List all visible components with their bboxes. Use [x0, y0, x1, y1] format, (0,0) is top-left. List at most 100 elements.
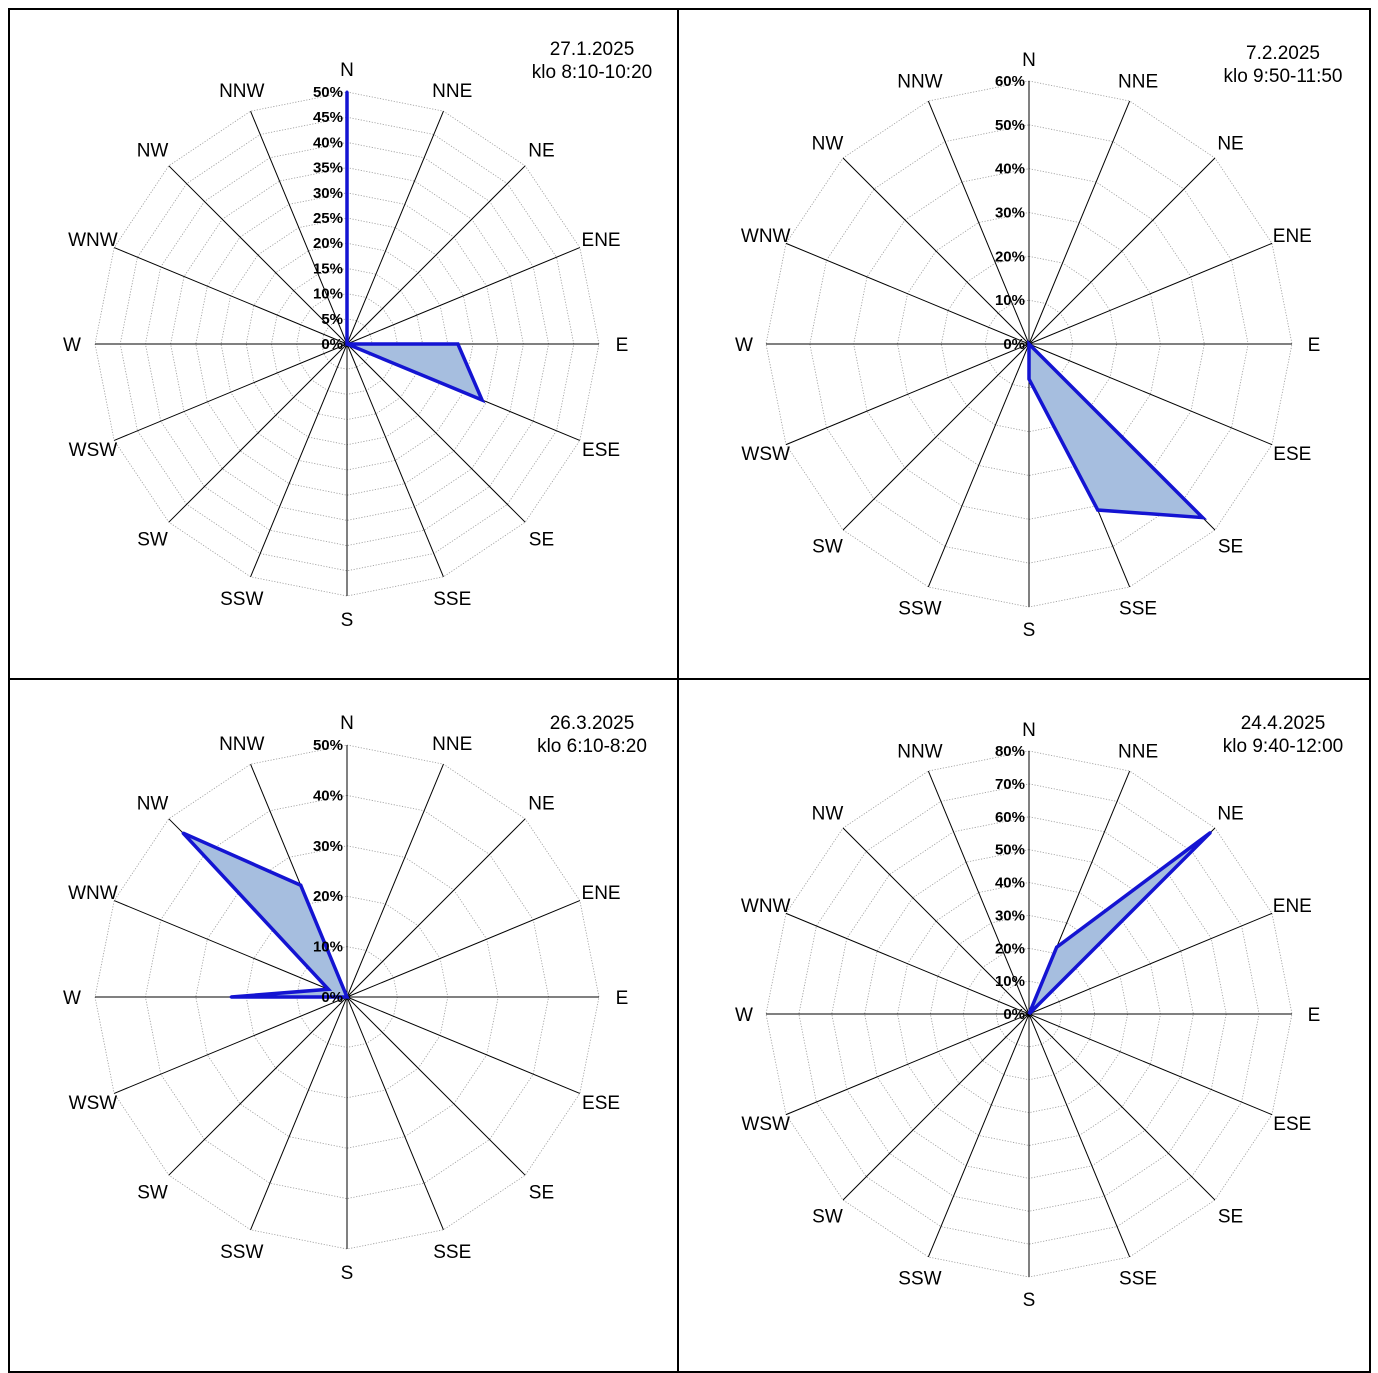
direction-label-ese: ESE — [582, 440, 620, 461]
direction-label-e: E — [1308, 1005, 1321, 1026]
tick-label: 70% — [995, 776, 1025, 793]
direction-label-sw: SW — [137, 529, 168, 550]
direction-label-w: W — [735, 335, 753, 356]
chart-caption: 24.4.2025 klo 9:40-12:00 — [1199, 712, 1367, 758]
direction-label-sse: SSE — [1119, 598, 1157, 619]
direction-label-wsw: WSW — [741, 444, 790, 465]
spoke-sse — [346, 343, 444, 578]
spoke-nnw — [927, 770, 1030, 1015]
direction-label-ese: ESE — [1273, 444, 1311, 465]
spoke-nw — [168, 165, 348, 345]
grid-ring — [119, 116, 575, 572]
direction-label-nne: NNE — [432, 81, 472, 102]
chart-caption: 27.1.2025 klo 8:10-10:20 — [508, 38, 676, 84]
direction-label-ne: NE — [528, 141, 554, 162]
data-point-ne — [1208, 831, 1212, 835]
tick-label: 80% — [995, 743, 1025, 760]
spoke-ssw — [250, 343, 348, 578]
spoke-ene — [346, 900, 581, 998]
grid-ring — [929, 914, 1129, 1114]
direction-label-wnw: WNW — [741, 896, 791, 917]
tick-label: 20% — [313, 888, 343, 905]
tick-label: 0% — [1003, 336, 1025, 353]
direction-label-sse: SSE — [433, 1242, 471, 1263]
direction-label-wnw: WNW — [68, 230, 118, 251]
direction-labels: N NNE NE ENE E ESE SE SSE S SSW SW WSW W WNW NW NNW — [63, 713, 628, 1284]
spoke-wnw — [113, 247, 348, 345]
tick-label: 60% — [995, 809, 1025, 826]
tick-label: 0% — [1003, 1006, 1025, 1023]
direction-labels: N NNE NE ENE E ESE SE SSE S SSW SW WSW W WNW NW NNW — [63, 60, 628, 631]
direction-label-nw: NW — [137, 141, 169, 162]
tick-label: 40% — [313, 134, 343, 151]
tick-labels: 0% 5% 10% 15% 20% 25% 30% 35% 40% 45% 50% — [313, 84, 343, 353]
direction-labels: N NNE NE ENE E ESE SE SSE S SSW SW WSW W WNW NW NNW — [735, 50, 1320, 641]
chart-title: 7.2.2025 — [1246, 43, 1320, 64]
direction-label-e: E — [616, 335, 629, 356]
spoke-ssw — [250, 996, 348, 1231]
tick-label: 40% — [313, 787, 343, 804]
tick-label: 40% — [995, 161, 1025, 178]
tick-label: 10% — [313, 939, 343, 956]
grid-ring — [94, 91, 600, 597]
direction-label-ssw: SSW — [220, 1242, 263, 1263]
direction-label-wsw: WSW — [69, 440, 118, 461]
spoke-wsw — [785, 1013, 1030, 1116]
spoke-wnw — [785, 242, 1030, 345]
chart-caption: 7.2.2025 klo 9:50-11:50 — [1199, 42, 1367, 88]
tick-labels: 0% 10% 20% 30% 40% 50% 60% — [995, 73, 1025, 353]
spoke-ese — [1028, 343, 1273, 446]
direction-label-ssw: SSW — [220, 589, 263, 610]
wind-rose-chart-4: 0% 10% 20% 30% 40% 50% 60% 70% 80% N NNE NE ENE E ESE S… — [735, 720, 1320, 1311]
tick-label: 30% — [995, 907, 1025, 924]
direction-label-ne: NE — [528, 794, 554, 815]
tick-label: 20% — [995, 940, 1025, 957]
direction-label-s: S — [341, 1263, 354, 1284]
tick-label: 10% — [313, 286, 343, 303]
wind-rose-cell-4: 0% 10% 20% 30% 40% 50% 60% 70% 80% N NNE NE ENE E ESE S… — [677, 678, 1371, 1373]
spoke-nne — [1028, 100, 1131, 345]
direction-label-n: N — [340, 60, 354, 81]
spoke-nne — [346, 763, 444, 998]
wind-rose-chart-3: 0% 10% 20% 30% 40% 50% N NNE NE ENE E ESE SE SSE S SSW S… — [63, 713, 628, 1284]
data-point-e — [456, 342, 460, 346]
direction-label-wsw: WSW — [741, 1114, 790, 1135]
tick-label: 60% — [995, 73, 1025, 90]
spoke-ese — [346, 996, 581, 1094]
spoke-wnw — [113, 900, 348, 998]
direction-label-nnw: NNW — [897, 742, 942, 763]
direction-labels: N NNE NE ENE E ESE SE SSE S SSW SW WSW W WNW NW NNW — [735, 720, 1320, 1311]
tick-label: 20% — [313, 235, 343, 252]
series-area-1 — [1027, 339, 1208, 520]
direction-label-sse: SSE — [433, 589, 471, 610]
direction-label-sw: SW — [812, 537, 843, 558]
spoke-wnw — [785, 912, 1030, 1015]
spoke-ssw — [927, 343, 1030, 588]
chart-title: 24.4.2025 — [1240, 713, 1326, 734]
chart-title: 27.1.2025 — [549, 39, 635, 60]
tick-label: 40% — [995, 875, 1025, 892]
wind-rose-chart-2: 0%10%20%30%40%50%60%NNNENEENEEESESESSESS… — [735, 50, 1320, 641]
direction-label-nw: NW — [812, 133, 844, 154]
tick-labels: 0% 10% 20% 30% 40% 50% — [313, 737, 343, 1006]
spoke-nnw — [250, 110, 348, 345]
spoke-ese — [1028, 1013, 1273, 1116]
tick-label: 35% — [313, 160, 343, 177]
spoke-nw — [842, 157, 1030, 345]
tick-label: 5% — [321, 311, 343, 328]
data-point-ese — [480, 398, 484, 402]
data-point-nne — [1055, 945, 1059, 949]
spoke-se — [346, 996, 526, 1176]
tick-label: 50% — [995, 842, 1025, 859]
chart-title: 26.3.2025 — [549, 713, 635, 734]
direction-label-ene: ENE — [582, 883, 621, 904]
spoke-sw — [168, 996, 348, 1176]
tick-label: 50% — [313, 84, 343, 101]
spoke-ne — [346, 165, 526, 345]
spoke-sw — [842, 1013, 1030, 1201]
spoke-sse — [1028, 1013, 1131, 1258]
spoke-nw — [842, 827, 1030, 1015]
grid-ring — [984, 299, 1074, 389]
wind-rose-chart-1: 0% 5% 10% 15% 20% 25% 30% 35% 40% 45% 50% N NNE NE ENE… — [63, 60, 628, 631]
